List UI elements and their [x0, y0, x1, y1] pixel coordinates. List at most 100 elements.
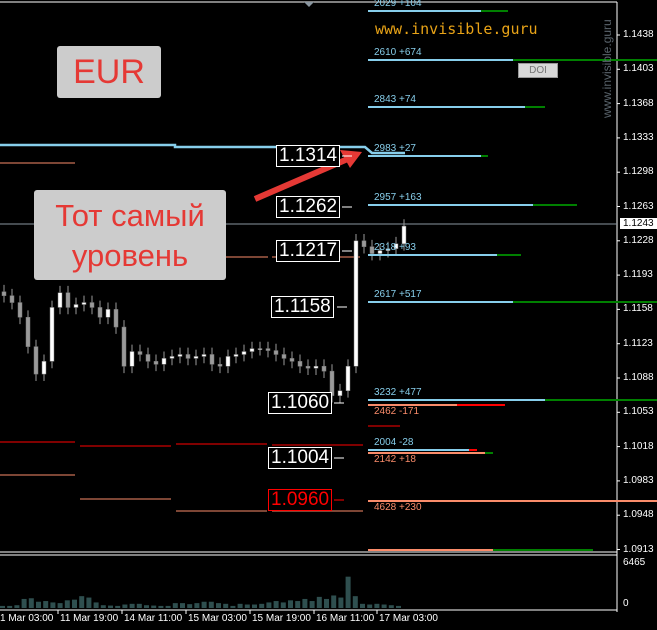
price-tick-label: 1.0983 — [623, 474, 654, 486]
volume-bar — [201, 601, 207, 608]
volume-bar — [64, 600, 70, 608]
level-label: 2142 +18 — [374, 454, 416, 465]
volume-bar — [36, 601, 41, 608]
volume-bar — [14, 605, 20, 608]
candle-body — [105, 309, 111, 318]
candle-body — [81, 302, 87, 305]
candle-body — [273, 350, 279, 355]
volume-bar — [223, 603, 229, 608]
level-label: 2004 -28 — [374, 437, 414, 448]
volume-bar — [187, 604, 193, 608]
level-label: 2318 +93 — [374, 242, 416, 253]
candle-body — [161, 358, 167, 365]
volume-bar — [338, 597, 344, 608]
doi-button[interactable]: DOI — [518, 63, 558, 78]
volume-bar — [172, 603, 178, 608]
volume-bar — [273, 601, 279, 608]
candle-body — [233, 354, 239, 357]
watermark-vertical: www.invisible.guru — [600, 19, 614, 118]
volume-bar — [259, 603, 265, 608]
time-tick-label: 15 Mar 03:00 — [188, 613, 247, 624]
volume-max-label: 6465 — [623, 557, 646, 568]
price-level-box: 1.1217 — [276, 240, 341, 262]
shift-marker-icon — [304, 2, 314, 7]
candle-body — [321, 365, 327, 372]
volume-bar — [309, 601, 315, 608]
volume-bar — [93, 602, 99, 608]
volume-bar — [194, 603, 200, 608]
watermark-text: www.invisible.guru — [375, 20, 538, 38]
candle-body — [129, 351, 135, 367]
candle-body — [313, 365, 319, 369]
candle-body — [89, 302, 95, 308]
candle-body — [1, 291, 7, 296]
candle-body — [57, 292, 63, 308]
candle-body — [17, 302, 23, 318]
candle-body — [113, 309, 119, 328]
volume-bar — [230, 605, 236, 608]
price-tick-label: 1.1018 — [623, 440, 654, 452]
volume-bar — [302, 598, 308, 608]
volume-bar — [360, 603, 365, 608]
candle-body — [281, 354, 287, 359]
volume-bar — [43, 601, 49, 608]
volume-bar — [324, 598, 329, 608]
price-tick-label: 1.1123 — [623, 337, 653, 349]
candle-body — [145, 354, 151, 362]
candle-body — [225, 356, 231, 367]
candle-body — [153, 361, 159, 365]
candle-body — [169, 356, 175, 359]
time-tick-label: 15 Mar 19:00 — [252, 613, 311, 624]
candle-body — [241, 351, 247, 355]
price-tick-label: 1.0948 — [623, 509, 654, 521]
candle-body — [377, 250, 383, 254]
volume-bar — [57, 603, 63, 608]
volume-bar — [216, 603, 221, 608]
candle-body — [337, 390, 343, 396]
price-level-box: 1.1314 — [276, 145, 341, 167]
candle-body — [385, 248, 391, 251]
price-tick-label: 1.1298 — [623, 166, 654, 178]
current-price-tag: 1.1243 — [620, 218, 657, 229]
volume-bar — [288, 600, 293, 608]
price-level-box: 1.1262 — [276, 196, 341, 218]
level-label: 2617 +517 — [374, 289, 422, 300]
candle-body — [73, 304, 79, 308]
volume-bar — [165, 605, 171, 608]
volume-bar — [21, 598, 27, 608]
volume-bar — [129, 603, 135, 608]
candle-body — [209, 354, 215, 365]
price-tick-label: 1.1333 — [623, 131, 654, 143]
price-tick-label: 1.1053 — [623, 406, 654, 418]
candle-body — [369, 246, 375, 254]
price-level-box: 1.1004 — [268, 447, 333, 469]
candle-body — [217, 364, 223, 367]
candle-body — [265, 348, 271, 351]
level-label: 2610 +674 — [374, 47, 422, 58]
volume-bar — [316, 596, 322, 608]
candle-body — [193, 356, 199, 359]
volume-bar — [122, 604, 128, 608]
volume-bar — [28, 598, 34, 608]
candle-body — [33, 346, 39, 375]
volume-bar — [244, 604, 250, 608]
volume-bar — [345, 576, 351, 608]
candle-body — [361, 240, 367, 247]
price-tick-label: 1.1193 — [623, 269, 653, 281]
price-tick-label: 1.0913 — [623, 543, 654, 555]
candle-body — [177, 354, 183, 357]
volume-bar — [115, 605, 121, 608]
time-tick-label: 1 Mar 03:00 — [0, 613, 54, 624]
candle-body — [65, 292, 71, 308]
volume-zero-label: 0 — [623, 598, 629, 609]
volume-bar — [86, 597, 92, 608]
price-level-box: 1.1158 — [271, 296, 334, 318]
level-label: 4628 +230 — [374, 502, 422, 513]
candle-body — [297, 361, 303, 367]
volume-bar — [208, 601, 214, 608]
candle-body — [289, 358, 295, 362]
time-tick-label: 14 Mar 11:00 — [124, 613, 183, 624]
volume-bar — [100, 605, 106, 608]
volume-bar — [136, 603, 142, 608]
